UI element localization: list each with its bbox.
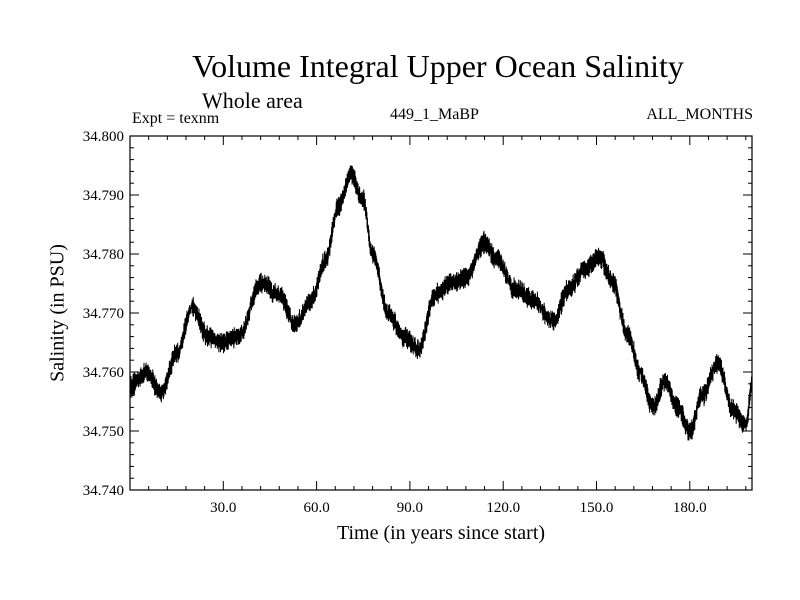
axis-ticks: 30.0 60.0 90.0 120.0 150.0 180.0 34.740 34.750 3…: [83, 129, 752, 516]
run-label: 449_1_MaBP: [390, 106, 479, 123]
plot-frame: [129, 135, 753, 491]
chart-title: Volume Integral Upper Ocean Salinity: [192, 48, 684, 84]
chart-subtitle: Whole area: [202, 88, 303, 113]
y-tick-label: 34.760: [83, 365, 124, 381]
months-label: ALL_MONTHS: [646, 106, 753, 123]
series-line: [129, 165, 753, 441]
x-tick-label: 90.0: [397, 500, 423, 516]
y-tick-label: 34.750: [83, 424, 124, 440]
x-tick-label: 150.0: [580, 500, 614, 516]
y-tick-label: 34.780: [83, 247, 124, 263]
y-axis-label: Salinity (in PSU): [46, 244, 69, 382]
x-tick-label: 180.0: [673, 500, 707, 516]
x-axis-label: Time (in years since start): [336, 522, 546, 544]
y-tick-label: 34.770: [83, 306, 124, 322]
x-tick-label: 120.0: [486, 500, 520, 516]
y-tick-label: 34.790: [83, 188, 124, 204]
experiment-label: Expt = texnm: [132, 110, 220, 127]
y-tick-label: 34.800: [83, 129, 124, 145]
y-tick-label: 34.740: [83, 483, 124, 499]
x-tick-label: 60.0: [303, 500, 329, 516]
x-tick-label: 30.0: [210, 500, 236, 516]
series-group: [129, 165, 753, 441]
